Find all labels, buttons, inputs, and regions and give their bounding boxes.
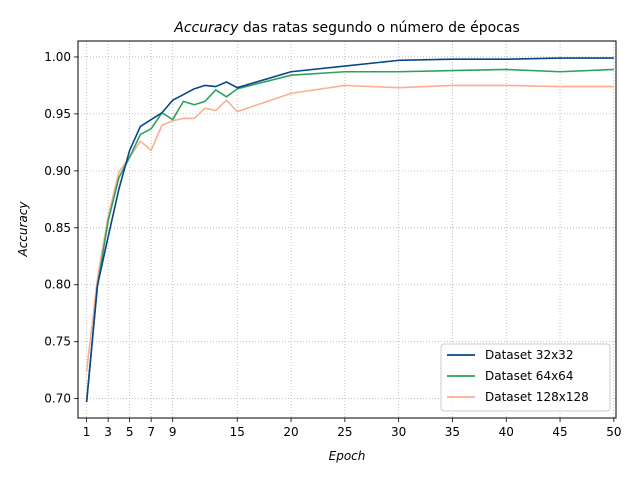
plot-frame xyxy=(77,40,617,419)
series-line xyxy=(85,57,614,403)
x-tick-label: 40 xyxy=(499,425,514,439)
y-tick-label: 1.00 xyxy=(44,50,71,64)
chart-title-emphasis: Accuracy xyxy=(173,20,239,36)
x-tick-label: 25 xyxy=(337,425,352,439)
x-tick-label: 3 xyxy=(104,425,112,439)
y-tick-label: 0.85 xyxy=(44,221,71,235)
series-lines xyxy=(85,57,614,403)
x-tick-label: 7 xyxy=(147,425,155,439)
series-line xyxy=(85,84,614,372)
x-tick-label: 30 xyxy=(391,425,406,439)
x-tick-label: 45 xyxy=(552,425,567,439)
legend-label: Dataset 64x64 xyxy=(485,369,573,383)
y-axis: 0.70 0.75 0.80 0.85 0.90 0.95 1.00 xyxy=(44,50,78,406)
x-tick-label: 1 xyxy=(83,425,91,439)
x-tick-label: 20 xyxy=(283,425,298,439)
chart-title-rest: das ratas segundo o número de épocas xyxy=(238,20,519,36)
y-tick-label: 0.75 xyxy=(44,335,71,349)
y-axis-label: Accuracy xyxy=(16,201,30,258)
x-tick-label: 9 xyxy=(169,425,177,439)
x-tick-label: 35 xyxy=(445,425,460,439)
legend-label: Dataset 128x128 xyxy=(485,390,589,404)
y-tick-label: 0.80 xyxy=(44,278,71,292)
y-tick-label: 0.70 xyxy=(44,392,71,406)
y-tick-label: 0.95 xyxy=(44,107,71,121)
legend-box xyxy=(440,343,611,412)
legend: Dataset 32x32 Dataset 64x64 Dataset 128x12… xyxy=(440,343,611,412)
legend-label: Dataset 32x32 xyxy=(485,348,573,362)
y-tick-label: 0.90 xyxy=(44,164,71,178)
x-tick-label: 5 xyxy=(126,425,134,439)
chart-title: Accuracy das ratas segundo o número de é… xyxy=(173,20,519,36)
x-axis: 1 3 5 7 9 15 20 25 30 35 40 45 50 xyxy=(83,418,621,439)
x-axis-label: Epoch xyxy=(329,449,366,463)
x-tick-label: 50 xyxy=(606,425,621,439)
x-tick-label: 15 xyxy=(230,425,245,439)
